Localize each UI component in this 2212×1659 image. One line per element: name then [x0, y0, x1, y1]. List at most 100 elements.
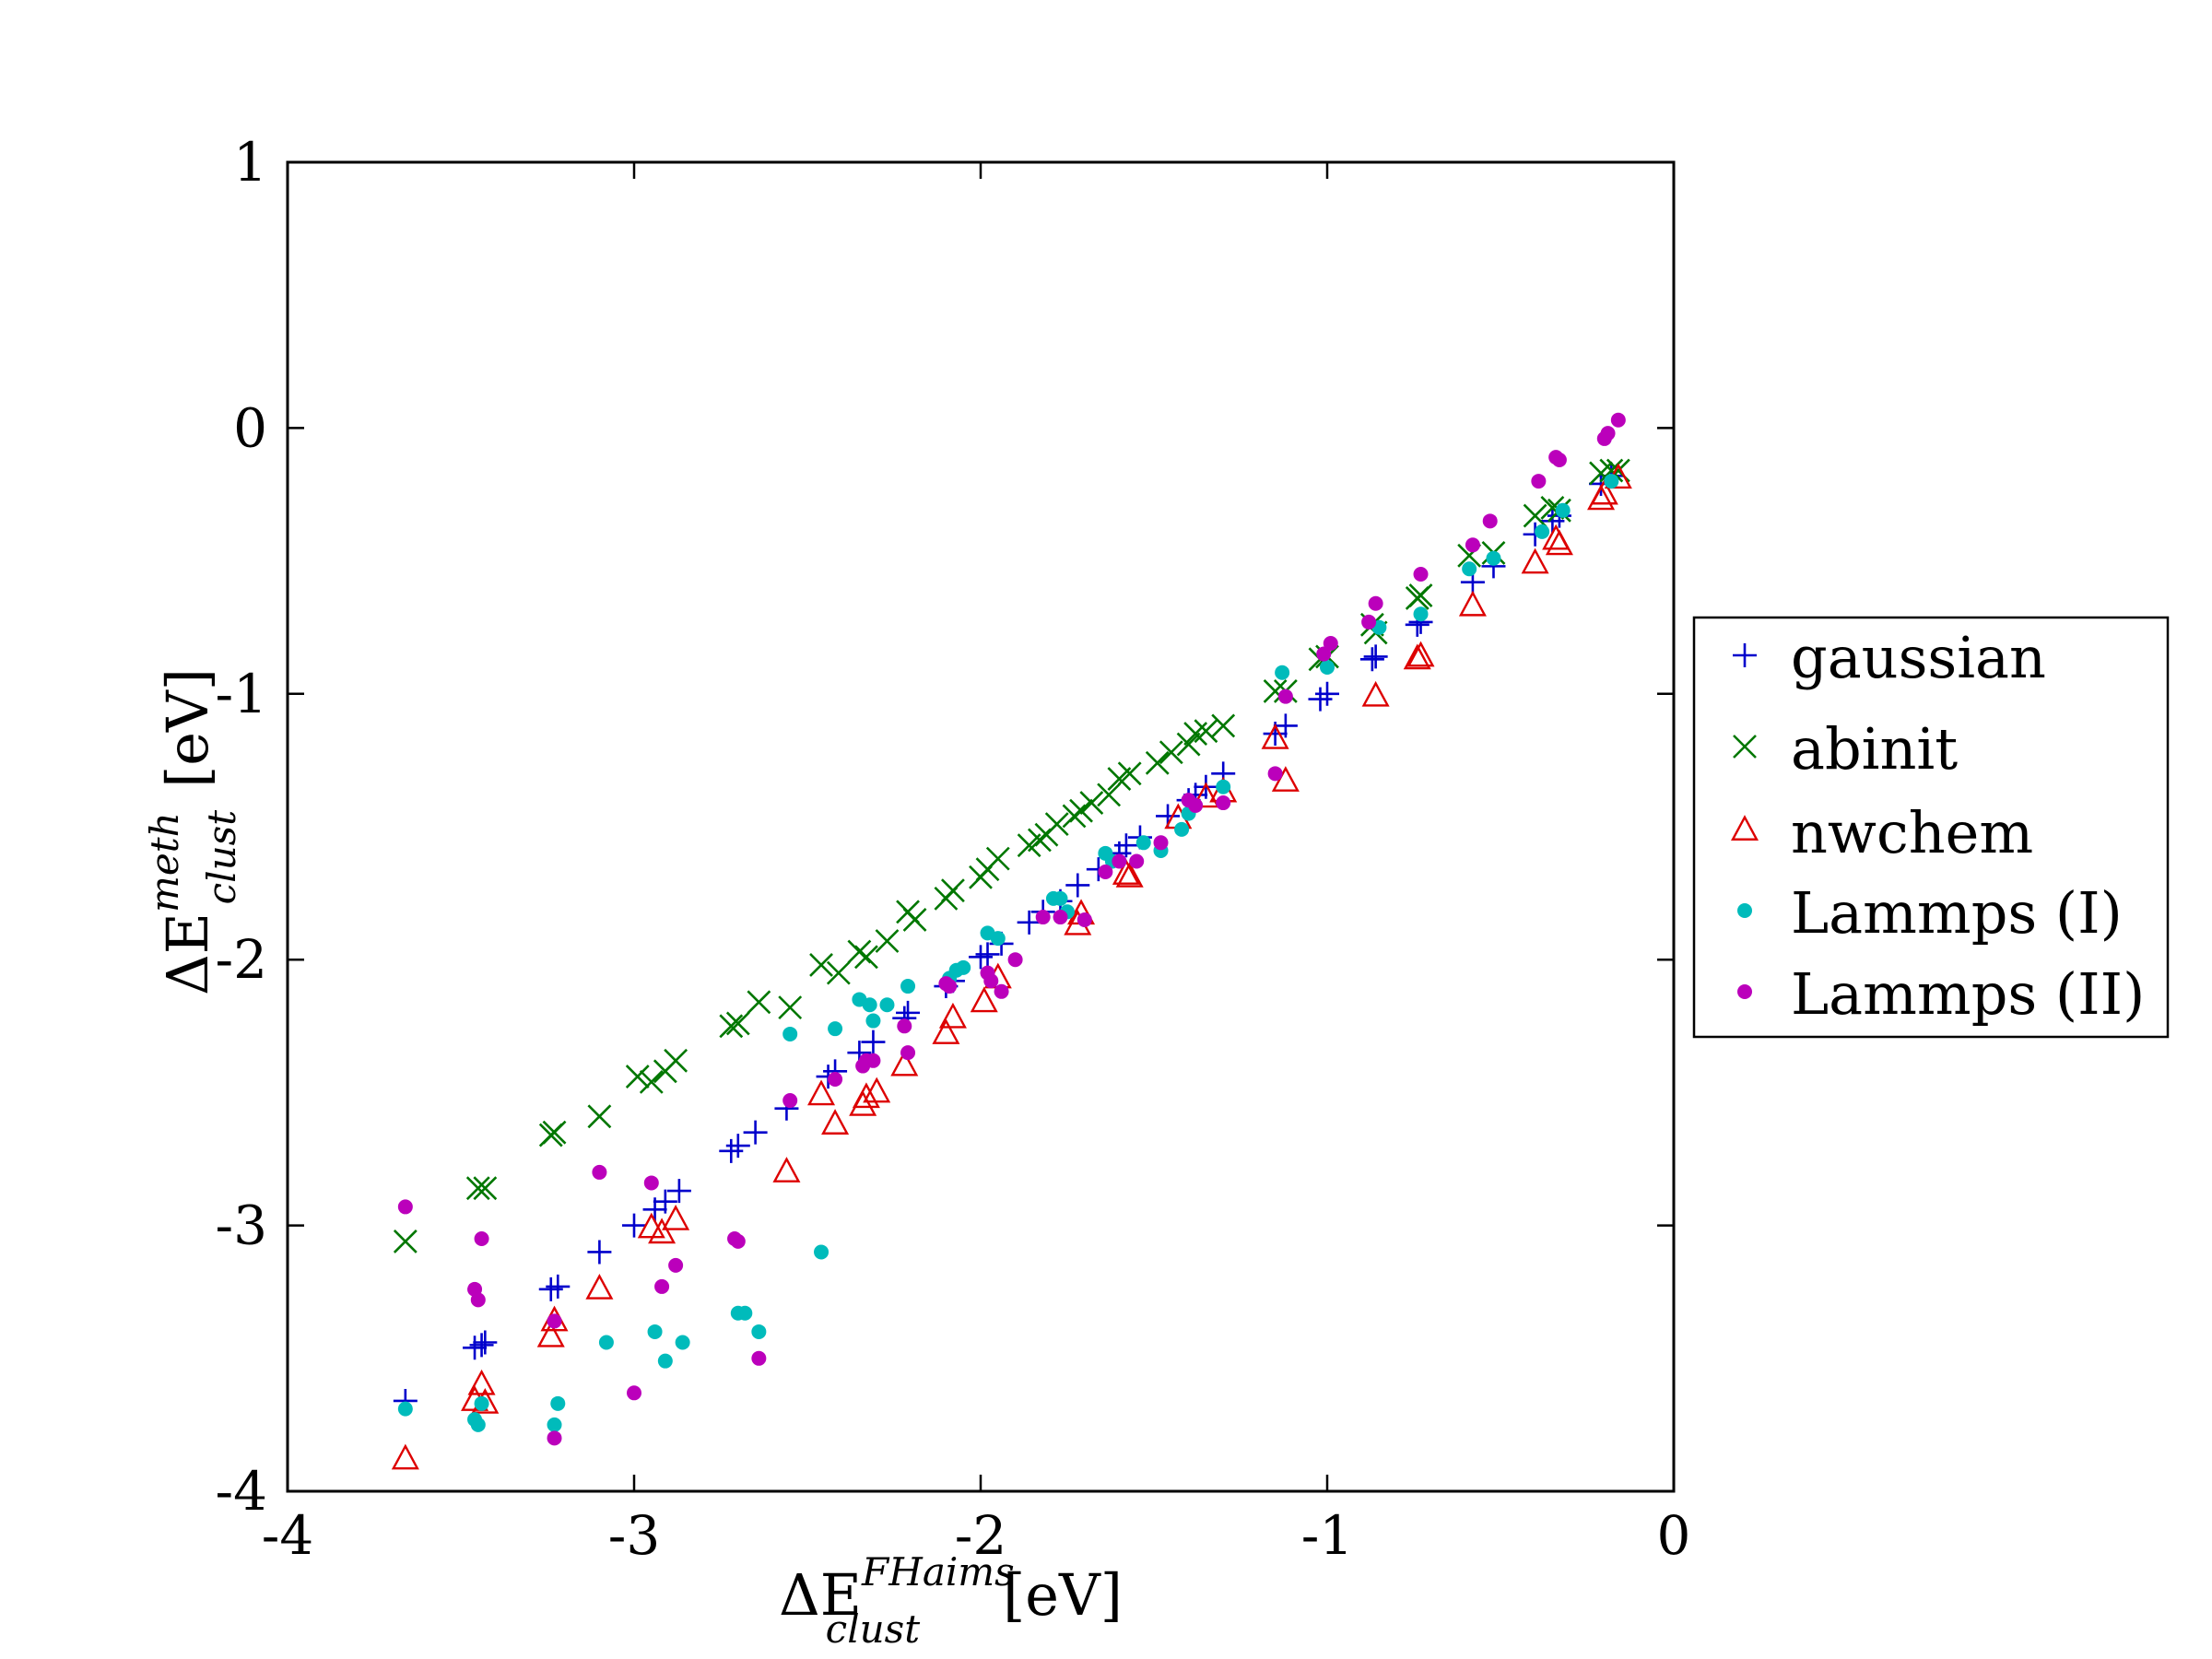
point-lammps-ii — [1482, 513, 1498, 529]
point-nwchem — [890, 1050, 919, 1077]
point-lammps-i — [1174, 821, 1190, 837]
point-lammps-i — [814, 1244, 830, 1260]
point-nwchem — [938, 1002, 967, 1029]
point-lammps-ii — [1216, 795, 1231, 811]
point-gaussian — [1273, 713, 1298, 738]
point-lammps-ii — [1277, 688, 1293, 704]
point-lammps-i — [751, 1324, 767, 1339]
point-lammps-i — [550, 1395, 566, 1411]
x-tick-label: -3 — [608, 1504, 661, 1567]
point-abinit — [1176, 732, 1201, 757]
point-lammps-ii — [643, 1175, 659, 1191]
point-lammps-i — [1604, 474, 1619, 489]
point-abinit — [985, 846, 1010, 871]
point-abinit — [1069, 798, 1093, 823]
x-axis-label-unit: [eV] — [1003, 1561, 1123, 1629]
point-abinit — [778, 995, 803, 1020]
point-abinit — [875, 929, 900, 953]
legend-label-lammps-ii: Lammps (II) — [1791, 960, 2145, 1028]
point-lammps-ii — [627, 1385, 641, 1401]
point-lammps-ii — [1098, 865, 1113, 880]
point-lammps-ii — [547, 1313, 562, 1329]
point-abinit — [941, 878, 965, 903]
point-lammps-i — [1135, 835, 1151, 851]
data-points — [391, 412, 1632, 1470]
point-lammps-i — [1275, 665, 1290, 680]
point-abinit — [393, 1229, 418, 1253]
point-lammps-ii — [1600, 426, 1616, 441]
point-nwchem — [852, 1082, 880, 1109]
legend-frame — [1692, 616, 2170, 1039]
legend-label-lammps-i: Lammps (I) — [1791, 879, 2123, 947]
point-nwchem — [1115, 861, 1144, 888]
point-lammps-i — [1535, 524, 1550, 539]
point-nwchem — [1361, 680, 1390, 707]
point-lammps-i — [956, 959, 971, 975]
point-lammps-ii — [1361, 614, 1377, 629]
legend-marker-lammps-i — [1737, 903, 1752, 918]
legend-marker-gaussian — [1733, 643, 1757, 667]
x-axis-label-base: ΔE — [779, 1561, 862, 1629]
point-lammps-ii — [900, 1045, 916, 1061]
x-tick-label: 0 — [1657, 1504, 1691, 1567]
point-nwchem — [1590, 478, 1618, 505]
point-lammps-i — [1486, 550, 1501, 566]
point-abinit — [587, 1104, 612, 1129]
point-gaussian — [666, 1179, 691, 1204]
point-nwchem — [648, 1218, 677, 1244]
point-lammps-i — [1462, 561, 1477, 577]
point-nwchem — [637, 1212, 665, 1239]
point-gaussian — [1194, 774, 1218, 799]
point-lammps-ii — [1267, 766, 1283, 782]
point-abinit — [465, 1176, 490, 1201]
legend-label-nwchem: nwchem — [1791, 799, 2033, 866]
point-lammps-ii — [397, 1199, 413, 1215]
point-lammps-ii — [828, 1071, 843, 1087]
point-gaussian — [1359, 647, 1384, 672]
point-abinit — [542, 1120, 567, 1145]
point-abinit — [1523, 503, 1547, 528]
point-lammps-i — [1053, 890, 1068, 906]
point-nwchem — [863, 1077, 891, 1103]
point-lammps-i — [397, 1401, 413, 1417]
point-gaussian — [1363, 644, 1388, 669]
point-lammps-i — [547, 1417, 562, 1432]
point-gaussian — [473, 1330, 498, 1355]
point-lammps-ii — [994, 983, 1009, 999]
point-nwchem — [536, 1321, 565, 1347]
point-abinit — [1599, 458, 1624, 483]
point-abinit — [719, 1014, 744, 1039]
x-tick-label: -2 — [955, 1504, 1007, 1567]
y-axis-label: ΔEmeth clust [eV] — [142, 668, 244, 995]
point-gaussian — [743, 1120, 768, 1145]
point-abinit — [639, 1069, 664, 1094]
point-lammps-i — [782, 1026, 798, 1041]
y-tick-label: -1 — [216, 663, 268, 725]
point-lammps-ii — [942, 979, 958, 994]
point-gaussian — [861, 1030, 886, 1054]
point-gaussian — [587, 1240, 612, 1265]
series-lammps-ii — [397, 412, 1626, 1446]
point-gaussian — [725, 1134, 750, 1159]
point-abinit — [473, 1176, 498, 1201]
point-lammps-ii — [1035, 910, 1051, 925]
point-lammps-ii — [1531, 474, 1547, 489]
point-lammps-ii — [1316, 646, 1332, 662]
point-lammps-i — [879, 997, 895, 1013]
point-nwchem — [1521, 547, 1549, 574]
point-nwchem — [772, 1157, 801, 1182]
point-nwchem — [391, 1443, 419, 1470]
y-axis-label-group: ΔEmeth clust [eV] — [142, 668, 244, 995]
point-abinit — [725, 1011, 750, 1036]
point-abinit — [854, 945, 878, 970]
point-gaussian — [1017, 910, 1041, 935]
x-axis-label-sub: clust — [826, 1606, 921, 1652]
point-lammps-ii — [1007, 952, 1023, 968]
point-abinit — [1145, 750, 1170, 775]
point-lammps-ii — [1413, 567, 1429, 582]
point-gaussian — [546, 1274, 571, 1299]
point-lammps-ii — [730, 1233, 746, 1249]
point-lammps-i — [1413, 606, 1429, 622]
point-abinit — [1097, 782, 1122, 807]
point-abinit — [1159, 740, 1183, 765]
